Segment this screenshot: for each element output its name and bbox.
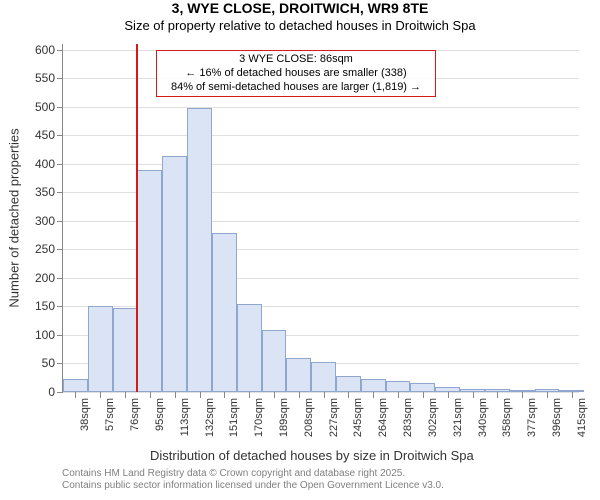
y-tick-label: 50 [42, 356, 63, 370]
x-tick [100, 392, 101, 398]
x-tick [572, 392, 573, 398]
x-tick-label: 189sqm [278, 398, 290, 437]
x-tick-label: 113sqm [179, 398, 191, 436]
x-tick-label: 170sqm [253, 398, 265, 437]
histogram-bar [361, 379, 386, 392]
histogram-bar [137, 170, 162, 392]
x-tick [348, 392, 349, 398]
x-tick-label: 264sqm [377, 398, 389, 437]
x-tick [75, 392, 76, 398]
x-tick-label: 396sqm [551, 398, 563, 437]
histogram-bar [286, 358, 311, 392]
x-tick [324, 392, 325, 398]
y-tick-label: 200 [35, 271, 63, 285]
annotation-line2: ← 16% of detached houses are smaller (33… [161, 67, 431, 81]
x-tick [423, 392, 424, 398]
histogram-bar [262, 330, 287, 392]
x-tick-label: 208sqm [303, 398, 315, 437]
y-axis-label: Number of detached properties [7, 128, 22, 307]
x-tick [373, 392, 374, 398]
x-axis-label: Distribution of detached houses by size … [150, 448, 474, 463]
annotation-line1: 3 WYE CLOSE: 86sqm [161, 53, 431, 67]
footer-line2: Contains public sector information licen… [62, 480, 444, 492]
footer-line1: Contains HM Land Registry data © Crown c… [62, 468, 444, 480]
x-tick [473, 392, 474, 398]
x-tick-label: 377sqm [526, 398, 538, 437]
x-tick-label: 321sqm [452, 398, 464, 437]
y-tick-label: 450 [35, 128, 63, 142]
y-tick-label: 250 [35, 242, 63, 256]
x-tick-label: 415sqm [576, 398, 588, 437]
histogram-bar [237, 304, 262, 392]
gridline-h [63, 164, 579, 165]
histogram-bar [386, 381, 411, 392]
gridline-h [63, 392, 579, 393]
x-tick-label: 151sqm [228, 398, 240, 437]
x-tick-label: 132sqm [204, 398, 216, 437]
x-tick-label: 38sqm [79, 398, 91, 431]
y-tick-label: 550 [35, 71, 63, 85]
gridline-h [63, 107, 579, 108]
x-tick-label: 95sqm [154, 398, 166, 431]
chart-container: 3, WYE CLOSE, DROITWICH, WR9 8TE Size of… [0, 0, 600, 500]
y-tick-label: 0 [48, 385, 63, 399]
y-tick-label: 500 [35, 100, 63, 114]
x-tick-label: 283sqm [402, 398, 414, 437]
x-tick-label: 245sqm [352, 398, 364, 437]
y-tick-label: 300 [35, 214, 63, 228]
plot-area: 05010015020025030035040045050055060038sq… [62, 44, 579, 393]
chart-title: 3, WYE CLOSE, DROITWICH, WR9 8TE [0, 0, 600, 18]
x-tick [448, 392, 449, 398]
x-tick [398, 392, 399, 398]
x-tick-label: 57sqm [104, 398, 116, 431]
x-tick [547, 392, 548, 398]
x-tick-label: 76sqm [129, 398, 141, 431]
x-tick [274, 392, 275, 398]
chart-footer: Contains HM Land Registry data © Crown c… [62, 468, 444, 492]
histogram-bar [311, 362, 336, 392]
chart-subtitle: Size of property relative to detached ho… [0, 18, 600, 34]
annotation-line3: 84% of semi-detached houses are larger (… [161, 81, 431, 95]
histogram-bar [162, 156, 187, 392]
x-tick-label: 227sqm [328, 398, 340, 437]
reference-line [136, 44, 138, 392]
gridline-h [63, 135, 579, 136]
y-tick-label: 150 [35, 299, 63, 313]
y-tick-label: 350 [35, 185, 63, 199]
histogram-bar [410, 383, 435, 392]
annotation-box: 3 WYE CLOSE: 86sqm ← 16% of detached hou… [156, 50, 436, 97]
y-tick-label: 600 [35, 43, 63, 57]
x-tick [497, 392, 498, 398]
histogram-bar [212, 233, 237, 392]
histogram-bar [336, 376, 361, 392]
x-tick [175, 392, 176, 398]
y-tick-label: 100 [35, 328, 63, 342]
histogram-bar [88, 306, 113, 392]
x-tick [125, 392, 126, 398]
x-tick [150, 392, 151, 398]
x-tick [299, 392, 300, 398]
x-tick-label: 302sqm [427, 398, 439, 437]
histogram-bar [187, 108, 212, 392]
x-tick-label: 340sqm [477, 398, 489, 437]
x-tick [522, 392, 523, 398]
x-tick [249, 392, 250, 398]
histogram-bar [113, 308, 138, 392]
x-tick [200, 392, 201, 398]
x-tick-label: 358sqm [501, 398, 513, 437]
histogram-bar [63, 379, 88, 392]
y-tick-label: 400 [35, 157, 63, 171]
x-tick [224, 392, 225, 398]
